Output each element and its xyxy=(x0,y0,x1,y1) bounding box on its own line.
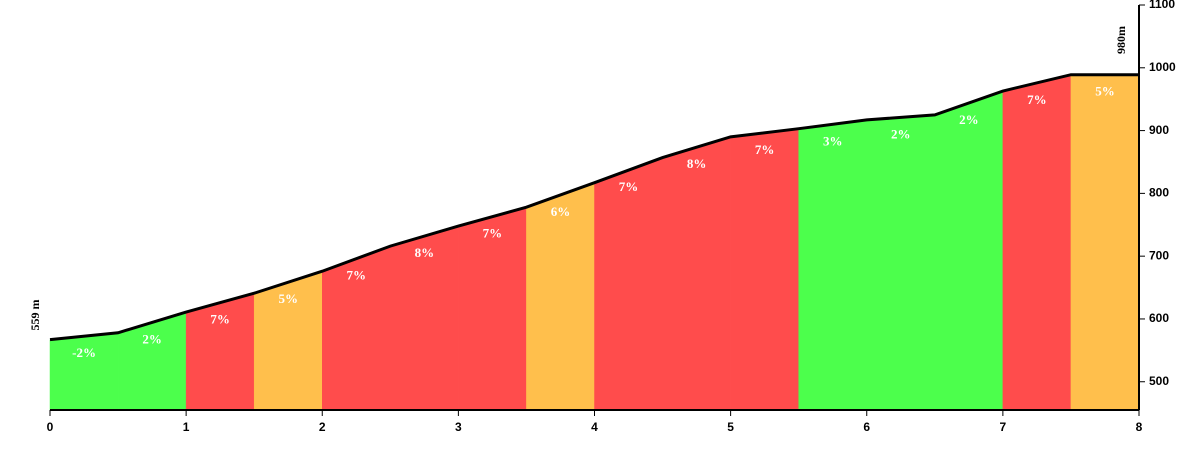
segment-label: 2% xyxy=(959,112,979,127)
y-tick-label: 900 xyxy=(1149,123,1169,137)
segment xyxy=(1002,74,1072,411)
segment-label: 6% xyxy=(551,204,571,219)
x-tick-label: 6 xyxy=(863,420,870,434)
segment-label: 5% xyxy=(1095,84,1115,99)
start-label: 559 m xyxy=(28,300,42,331)
segment-label: 7% xyxy=(755,142,775,157)
x-tick-label: 4 xyxy=(591,420,598,434)
segment-label: 5% xyxy=(278,291,298,306)
y-tick-label: 600 xyxy=(1149,311,1169,325)
segment xyxy=(117,311,187,411)
segment-label: 7% xyxy=(1027,92,1047,107)
segment-label: 2% xyxy=(891,126,911,141)
segment xyxy=(730,128,799,411)
x-tick-label: 3 xyxy=(455,420,462,434)
segment xyxy=(1070,74,1140,411)
x-tick-label: 8 xyxy=(1136,420,1143,434)
segment-label: 8% xyxy=(415,245,435,260)
segment-label: 7% xyxy=(210,312,230,327)
segment-label: -2% xyxy=(72,345,96,360)
x-tick-label: 1 xyxy=(183,420,190,434)
segment-label: 7% xyxy=(619,179,639,194)
end-label: 980m xyxy=(1114,26,1128,54)
x-tick-label: 2 xyxy=(319,420,326,434)
x-tick-label: 0 xyxy=(47,420,54,434)
segment-label: 2% xyxy=(142,331,162,346)
y-tick-label: 800 xyxy=(1149,186,1169,200)
y-tick-label: 500 xyxy=(1149,374,1169,388)
segment-label: 7% xyxy=(347,268,367,283)
y-tick-label: 1000 xyxy=(1149,60,1176,74)
x-tick-label: 5 xyxy=(727,420,734,434)
segment-label: 3% xyxy=(823,133,843,148)
segment xyxy=(594,157,663,411)
y-tick-label: 1100 xyxy=(1149,0,1175,11)
segment xyxy=(798,119,867,411)
segment xyxy=(866,114,936,411)
segment-label: 7% xyxy=(483,226,503,241)
segment xyxy=(662,136,731,411)
y-tick-label: 700 xyxy=(1149,248,1169,262)
segment xyxy=(934,90,1004,411)
segment-label: 8% xyxy=(687,156,707,171)
profile-line xyxy=(49,73,1139,342)
x-tick-label: 7 xyxy=(1000,420,1007,434)
